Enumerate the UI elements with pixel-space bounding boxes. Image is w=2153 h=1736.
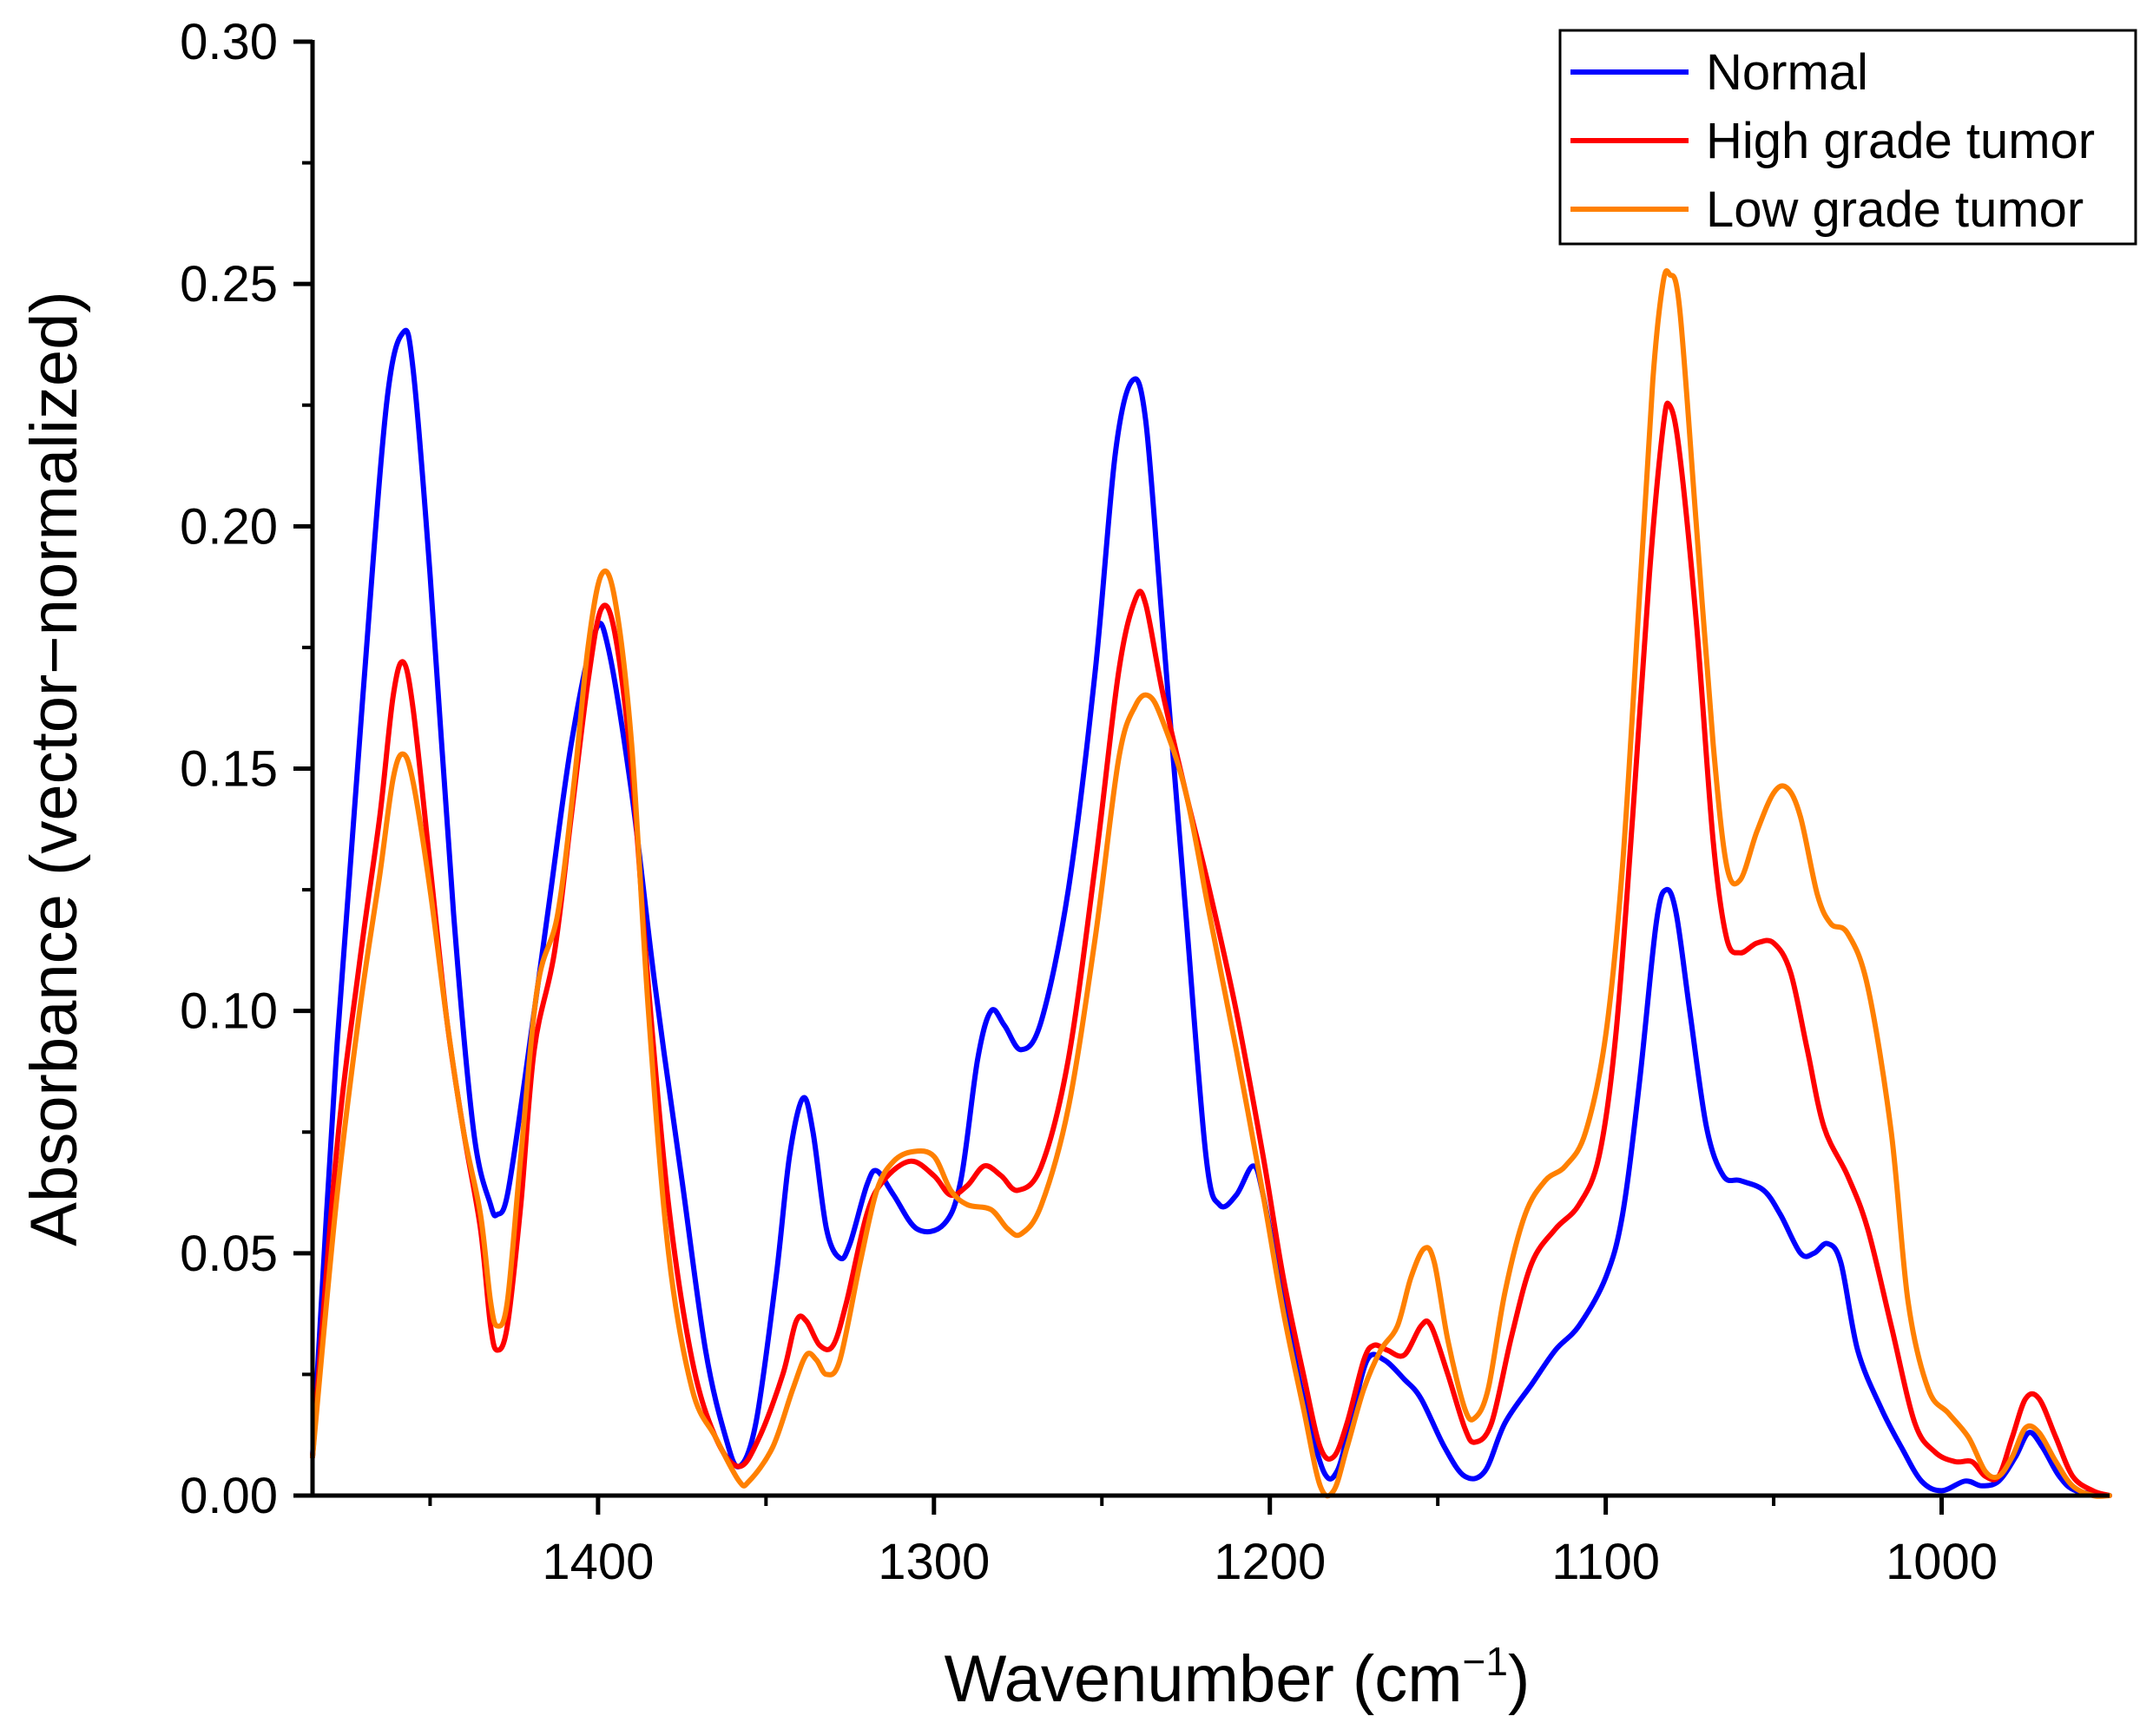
y-tick-label: 0.00 [180,1468,278,1524]
legend-label-low-grade-tumor: Low grade tumor [1706,181,2084,238]
series-layer [310,268,2112,1499]
x-tick-label: 1300 [878,1534,990,1590]
y-tick-label: 0.15 [180,741,278,798]
series-line-low-grade-tumor [310,268,2112,1499]
x-tick-label: 1100 [1551,1534,1660,1590]
legend: Normal High grade tumor Low grade tumor [1558,29,2137,246]
y-tick-label: 0.05 [180,1226,278,1282]
y-tick-label: 0.20 [180,498,278,555]
y-tick-label: 0.25 [180,256,278,312]
legend-label-high-grade-tumor: High grade tumor [1706,113,2095,169]
legend-label-normal: Normal [1706,44,1868,101]
x-axis-title: Wavenumber (cm−1) [945,1639,1531,1716]
x-tick-label: 1000 [1886,1534,1998,1590]
x-tick-label: 1400 [542,1534,654,1590]
y-tick-label: 0.10 [180,983,278,1040]
series-line-high-grade-tumor [310,400,2112,1498]
y-tick-label: 0.30 [180,14,278,70]
x-tick-label: 1200 [1214,1534,1326,1590]
y-axis-title: Absorbance (vector−normalized) [17,291,91,1246]
axes-layer [293,39,2110,1515]
labels-layer: 0.00 0.05 0.10 0.15 0.20 0.25 0.30 1400 1300 1200… [17,14,1998,1716]
